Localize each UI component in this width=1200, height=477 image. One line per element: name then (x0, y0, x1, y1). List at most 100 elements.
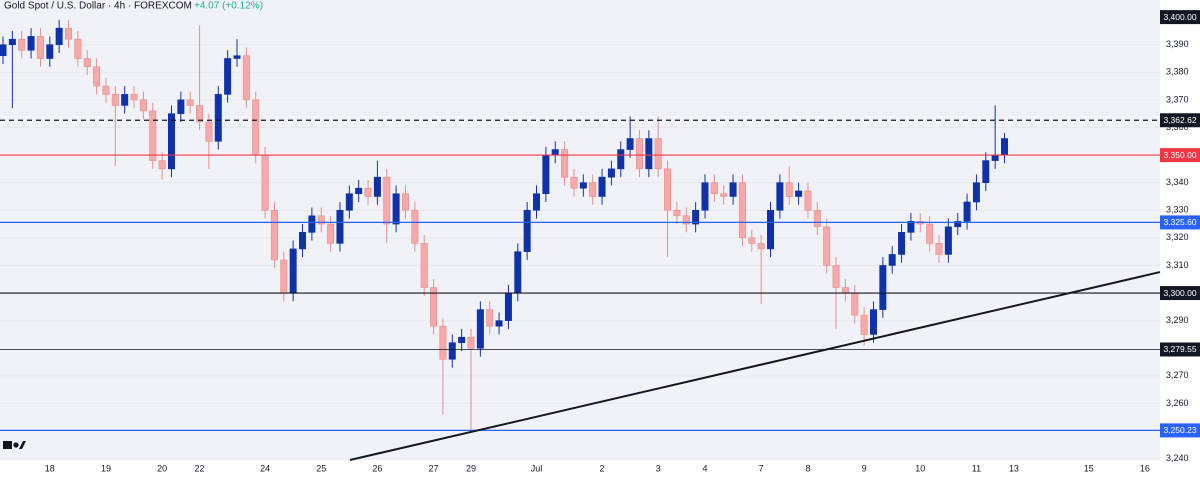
y-tick-label: 3,310 (1166, 260, 1189, 270)
candle-body (907, 221, 915, 233)
candle-body (598, 176, 606, 197)
level-label-box (1160, 10, 1200, 25)
candle-body (898, 232, 906, 255)
x-tick-label: 20 (157, 463, 167, 473)
candle-body (308, 215, 316, 233)
x-tick-label: 16 (1140, 463, 1150, 473)
candle-body (869, 309, 877, 335)
candle-body (542, 154, 550, 195)
x-tick-label: 19 (101, 463, 111, 473)
candle-body (879, 265, 887, 310)
y-tick-label: 3,240 (1166, 453, 1189, 463)
candle-body (635, 138, 643, 170)
candle-body (252, 99, 260, 156)
candle-body (841, 287, 849, 294)
time-axis (0, 460, 1160, 477)
candle-body (710, 182, 718, 195)
candle-body (65, 27, 73, 40)
candle-body (504, 292, 512, 321)
candle-body (177, 99, 185, 114)
x-tick-label: 8 (805, 463, 810, 473)
candle-body (467, 336, 475, 349)
candle-body (139, 99, 147, 112)
candle-body (757, 243, 765, 250)
level-label-box (1160, 148, 1200, 163)
level-label: 3,325.60 (1163, 217, 1196, 227)
x-tick-label: 3 (656, 463, 661, 473)
candle-body (93, 66, 101, 87)
candle-body (626, 138, 634, 150)
candle-body (373, 176, 381, 197)
candle-body (982, 160, 990, 183)
candle-body (448, 342, 456, 360)
y-tick-label: 3,340 (1166, 177, 1189, 187)
candle-body (36, 36, 44, 59)
candle-body (804, 190, 812, 211)
level-label: 3,300.00 (1163, 288, 1196, 298)
x-tick-label: 27 (429, 463, 439, 473)
candle-body (55, 27, 63, 46)
candle-body (888, 254, 896, 266)
x-tick-label: 7 (759, 463, 764, 473)
candle-body (280, 259, 288, 294)
x-tick-label: 13 (1009, 463, 1019, 473)
x-tick-label: 18 (45, 463, 55, 473)
candle-body (130, 94, 138, 101)
candle-body (533, 193, 541, 211)
candle-body (561, 149, 569, 178)
x-tick-label: 15 (1084, 463, 1094, 473)
plot-background (0, 0, 1160, 460)
candle-body (645, 138, 653, 170)
y-tick-label: 3,320 (1166, 232, 1189, 242)
candle-body (121, 94, 129, 106)
candle-body (748, 237, 756, 244)
x-tick-label: 4 (702, 463, 707, 473)
candle-body (186, 99, 194, 106)
candle-body (495, 320, 503, 327)
candle-body (579, 182, 587, 189)
level-label-box (1160, 342, 1200, 357)
candle-body (523, 209, 531, 252)
level-label: 3,250.23 (1163, 425, 1196, 435)
candle-body (551, 149, 559, 156)
overlay: 3,240 3,260 3,270 3,290 3,310 3,320 3,330 3,340… (45, 10, 1200, 473)
candle-body (167, 113, 175, 170)
y-tick-label: 3,330 (1166, 205, 1189, 215)
candle-body (261, 154, 269, 211)
candle-body (785, 182, 793, 197)
candle-body (317, 215, 325, 225)
candle-body (701, 182, 709, 211)
candle-body (963, 201, 971, 222)
candle-body (692, 209, 700, 225)
candle-body (439, 325, 447, 360)
y-tick-label: 3,260 (1166, 398, 1189, 408)
candle-body (514, 251, 522, 294)
candle-body (991, 154, 999, 161)
candle-body (224, 58, 232, 95)
candle-body (355, 187, 363, 195)
candle-body (0, 44, 7, 57)
candle-body (270, 209, 278, 261)
candle-body (430, 287, 438, 327)
candle-body (617, 149, 625, 170)
level-label: 3,279.55 (1163, 344, 1196, 354)
candle-body (401, 193, 409, 211)
price-change: +4.07 (+0.12%) (194, 1, 263, 12)
candle-body (214, 94, 222, 142)
level-label: 3,362.62 (1163, 115, 1196, 125)
x-tick-label: 25 (316, 463, 326, 473)
candle-body (795, 190, 803, 197)
candle-body (27, 36, 35, 51)
candle-body (411, 209, 419, 244)
y-tick-label: 3,390 (1166, 39, 1189, 49)
candle-body (654, 138, 662, 170)
candle-body (486, 309, 494, 327)
candle-body (926, 223, 934, 244)
candle-body (299, 232, 307, 250)
candle-body (832, 265, 840, 288)
candle-body (205, 121, 213, 142)
candle-body (83, 58, 91, 68)
candle-body (607, 168, 615, 178)
candle-body (813, 209, 821, 228)
candle-body (476, 309, 484, 349)
